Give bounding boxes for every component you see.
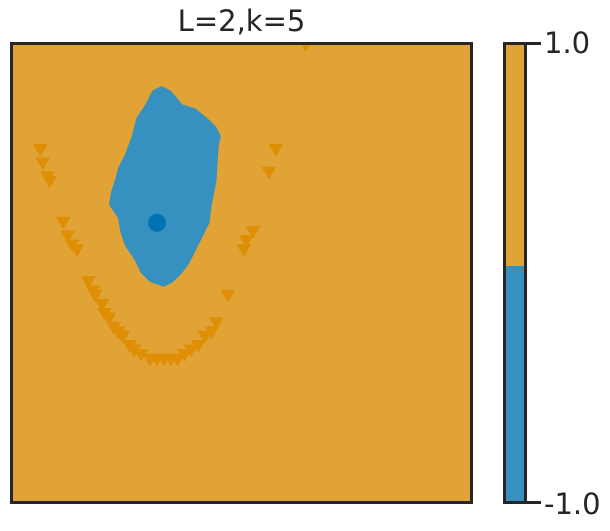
colorbar: [503, 42, 527, 504]
region-positive: [13, 45, 470, 501]
colorbar-tick-max: [527, 42, 541, 45]
scatter-point-positive: [301, 45, 310, 52]
colorbar-label-max: 1.0: [544, 26, 591, 60]
scatter-point-positive: [80, 276, 96, 289]
scatter-point-positive: [190, 340, 206, 353]
scatter-point-negative: [148, 213, 166, 232]
colorbar-positive-segment: [506, 45, 524, 267]
plot-area: [10, 42, 473, 504]
chart-title: L=2,k=5: [177, 4, 306, 38]
scatter-point-positive: [197, 330, 213, 344]
scatter-point-positive: [261, 166, 277, 180]
region-negative: [109, 86, 221, 287]
plot-svg: [13, 45, 470, 501]
scatter-point-positive: [170, 353, 185, 367]
scatter-point-positive: [220, 289, 236, 303]
scatter-point-positive: [133, 349, 149, 362]
scatter-point-positive: [42, 175, 58, 189]
scatter-point-positive: [94, 298, 110, 312]
scatter-point-positive: [115, 330, 131, 344]
scatter-point-positive: [69, 244, 85, 257]
colorbar-negative-segment: [506, 266, 524, 501]
scatter-point-positive: [268, 143, 284, 157]
scatter-point-positive: [101, 312, 117, 326]
colorbar-label-min: -1.0: [544, 487, 601, 521]
colorbar-tick-min: [527, 501, 541, 504]
scatter-point-positive: [236, 244, 252, 257]
scatter-point-positive: [126, 344, 142, 358]
scatter-point-positive: [55, 216, 71, 230]
scatter-point-positive: [245, 226, 261, 239]
scatter-point-positive: [35, 157, 51, 171]
scatter-point-positive: [176, 349, 192, 362]
scatter-point-positive: [87, 289, 103, 303]
scatter-point-positive: [183, 344, 199, 358]
scatter-point-positive: [204, 326, 220, 339]
scatter-point-positive: [60, 230, 76, 244]
scatter-point-positive: [208, 317, 224, 330]
scatter-point-positive: [32, 143, 48, 157]
scatter-point-positive: [238, 235, 254, 248]
